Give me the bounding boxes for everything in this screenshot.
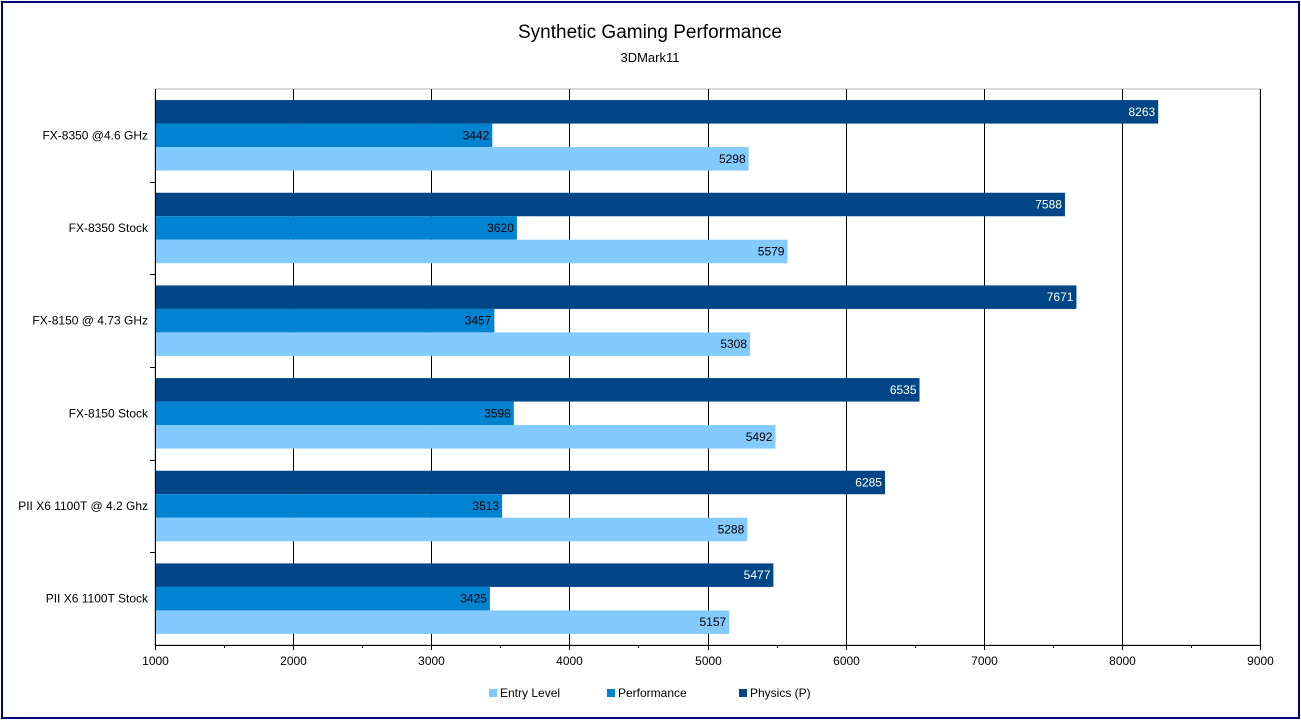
legend-label: Physics (P) [750,686,811,700]
data-label: 5579 [758,245,785,259]
x-tick-label: 8000 [1109,654,1136,668]
bar [156,610,730,634]
bar [156,147,749,171]
data-label: 3598 [484,406,511,420]
bar [156,100,1159,124]
bar [156,425,776,449]
bar [156,494,503,518]
chart-title: Synthetic Gaming Performance [518,22,782,43]
legend-swatch [489,689,497,697]
bar [156,586,490,611]
legend-label: Entry Level [500,686,560,700]
data-label: 3513 [472,499,499,513]
bar [156,308,495,333]
data-label: 8263 [1128,105,1155,119]
data-label: 5157 [699,615,726,629]
legend-swatch [607,689,615,697]
x-tick-label: 7000 [971,654,998,668]
category-label: FX-8350 Stock [69,221,149,235]
data-label: 6535 [890,383,917,397]
bar [156,332,751,356]
data-label: 7588 [1035,198,1062,212]
plot-area: 1000 2000 3000 4000 5000 6000 7000 8000 9000 FX-8… [18,88,1274,668]
x-tick-label: 5000 [695,654,722,668]
category-label: FX-8150 @ 4.73 GHz [32,314,148,328]
data-label: 5298 [719,152,746,166]
data-label: 3425 [460,592,487,606]
legend-label: Performance [618,686,687,700]
legend-swatch [739,689,747,697]
data-label: 6285 [855,476,882,490]
x-tick-label: 9000 [1247,654,1274,668]
x-tick-label: 2000 [280,654,307,668]
legend: Entry Level Performance Physics (P) [489,686,811,700]
bar [156,378,920,402]
data-label: 5288 [718,523,745,537]
x-tick-label: 1000 [142,654,169,668]
data-label: 3442 [463,128,490,142]
bar [156,285,1077,309]
bar [156,192,1065,217]
x-tick-label: 6000 [833,654,860,668]
data-label: 3620 [487,221,514,235]
category-label: FX-8350 @4.6 GHz [42,128,148,142]
data-label: 3457 [465,314,492,328]
bar [156,401,514,426]
category-label: FX-8150 Stock [69,406,149,420]
bar [156,517,748,542]
plot-background [154,88,1261,646]
data-label: 5308 [720,337,747,351]
bar [156,239,788,264]
data-label: 7671 [1047,290,1074,304]
bar [156,470,885,495]
category-label: PII X6 1100T Stock [46,592,149,606]
data-label: 5492 [746,430,773,444]
x-tick-label: 4000 [556,654,583,668]
data-label: 5477 [744,568,771,582]
x-tick-label: 3000 [418,654,445,668]
category-label: PII X6 1100T @ 4.2 Ghz [18,499,148,513]
bar [156,563,774,587]
chart-subtitle: 3DMark11 [620,50,679,65]
bar [156,123,493,148]
bar [156,216,517,240]
